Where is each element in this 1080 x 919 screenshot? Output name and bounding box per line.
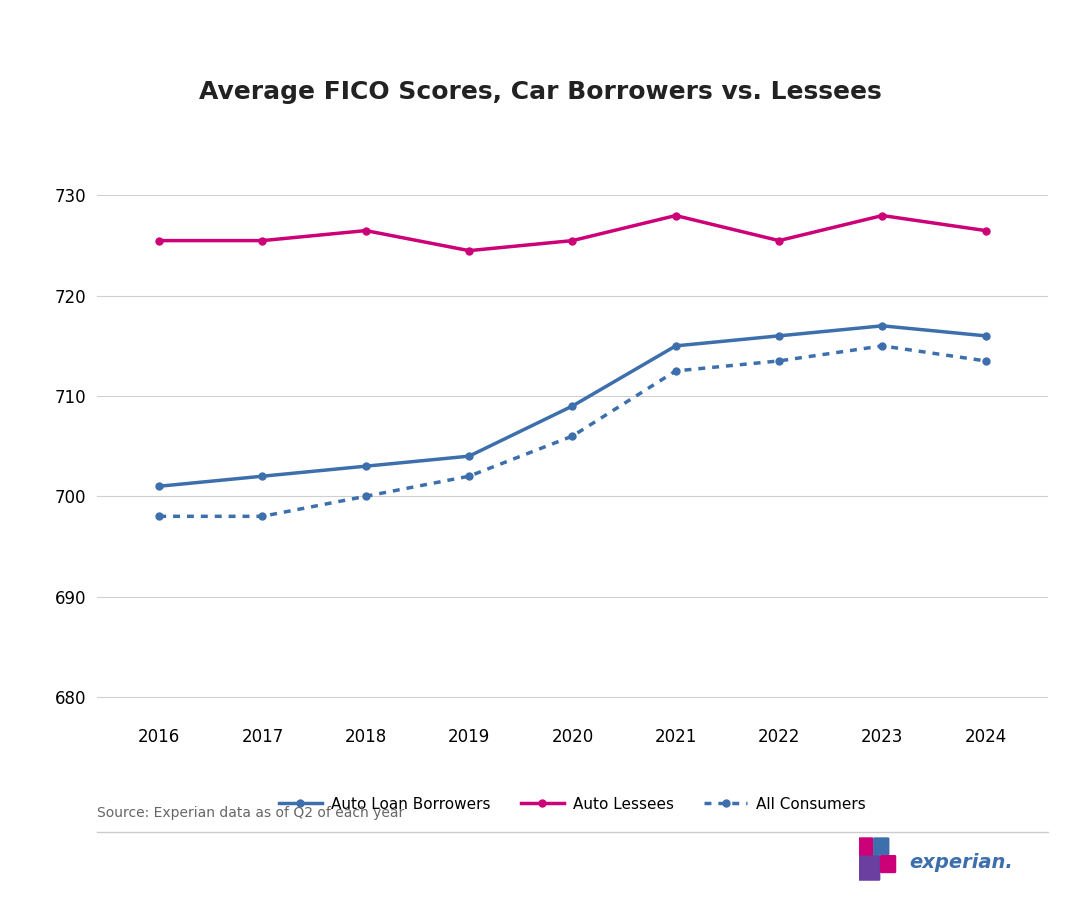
FancyBboxPatch shape: [858, 837, 874, 856]
Text: Average FICO Scores, Car Borrowers vs. Lessees: Average FICO Scores, Car Borrowers vs. L…: [199, 80, 881, 104]
Text: experian.: experian.: [909, 853, 1013, 871]
FancyBboxPatch shape: [873, 837, 890, 856]
FancyBboxPatch shape: [880, 855, 896, 873]
Text: Source: Experian data as of Q2 of each year: Source: Experian data as of Q2 of each y…: [97, 806, 404, 821]
FancyBboxPatch shape: [858, 855, 880, 880]
Legend: Auto Loan Borrowers, Auto Lessees, All Consumers: Auto Loan Borrowers, Auto Lessees, All C…: [272, 790, 873, 818]
